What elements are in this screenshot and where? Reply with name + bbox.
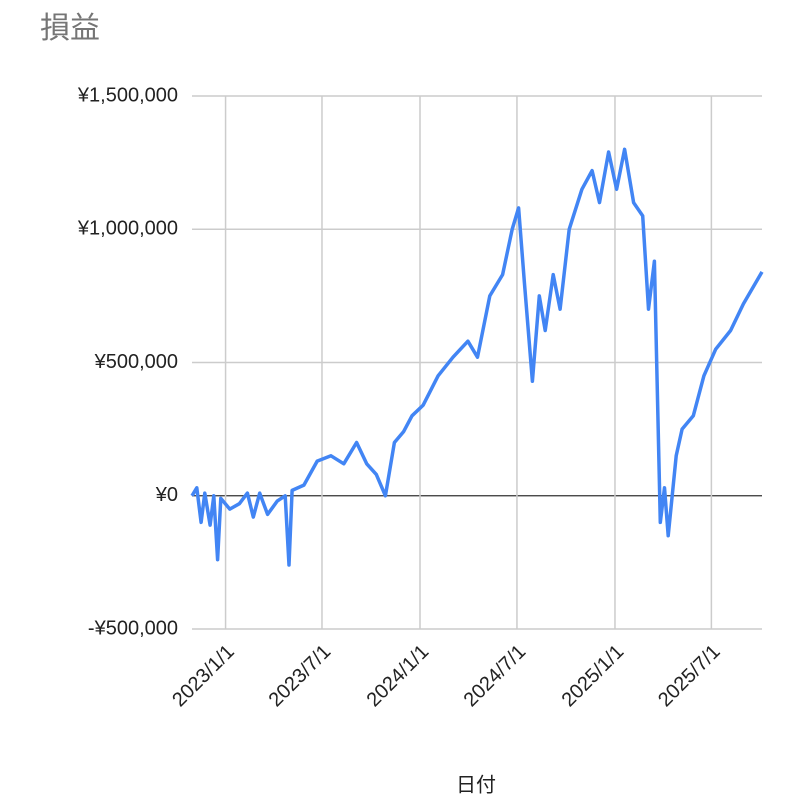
x-tick-label: 2025/7/1 [654,641,725,712]
x-tick-label: 2023/7/1 [265,641,336,712]
x-axis-title: 日付 [456,773,496,796]
x-tick-label: 2025/1/1 [558,641,629,712]
y-tick-label: ¥1,000,000 [77,218,178,240]
y-tick-label: ¥500,000 [94,351,178,373]
y-tick-label: ¥0 [155,484,178,506]
x-tick-label: 2024/1/1 [363,641,434,712]
y-tick-label: -¥500,000 [88,617,178,639]
x-tick-label: 2023/1/1 [168,641,239,712]
x-tick-label: 2024/7/1 [460,641,531,712]
chart-title: 損益 [40,12,100,45]
y-tick-label: ¥1,500,000 [77,84,178,106]
data-line [190,147,764,567]
